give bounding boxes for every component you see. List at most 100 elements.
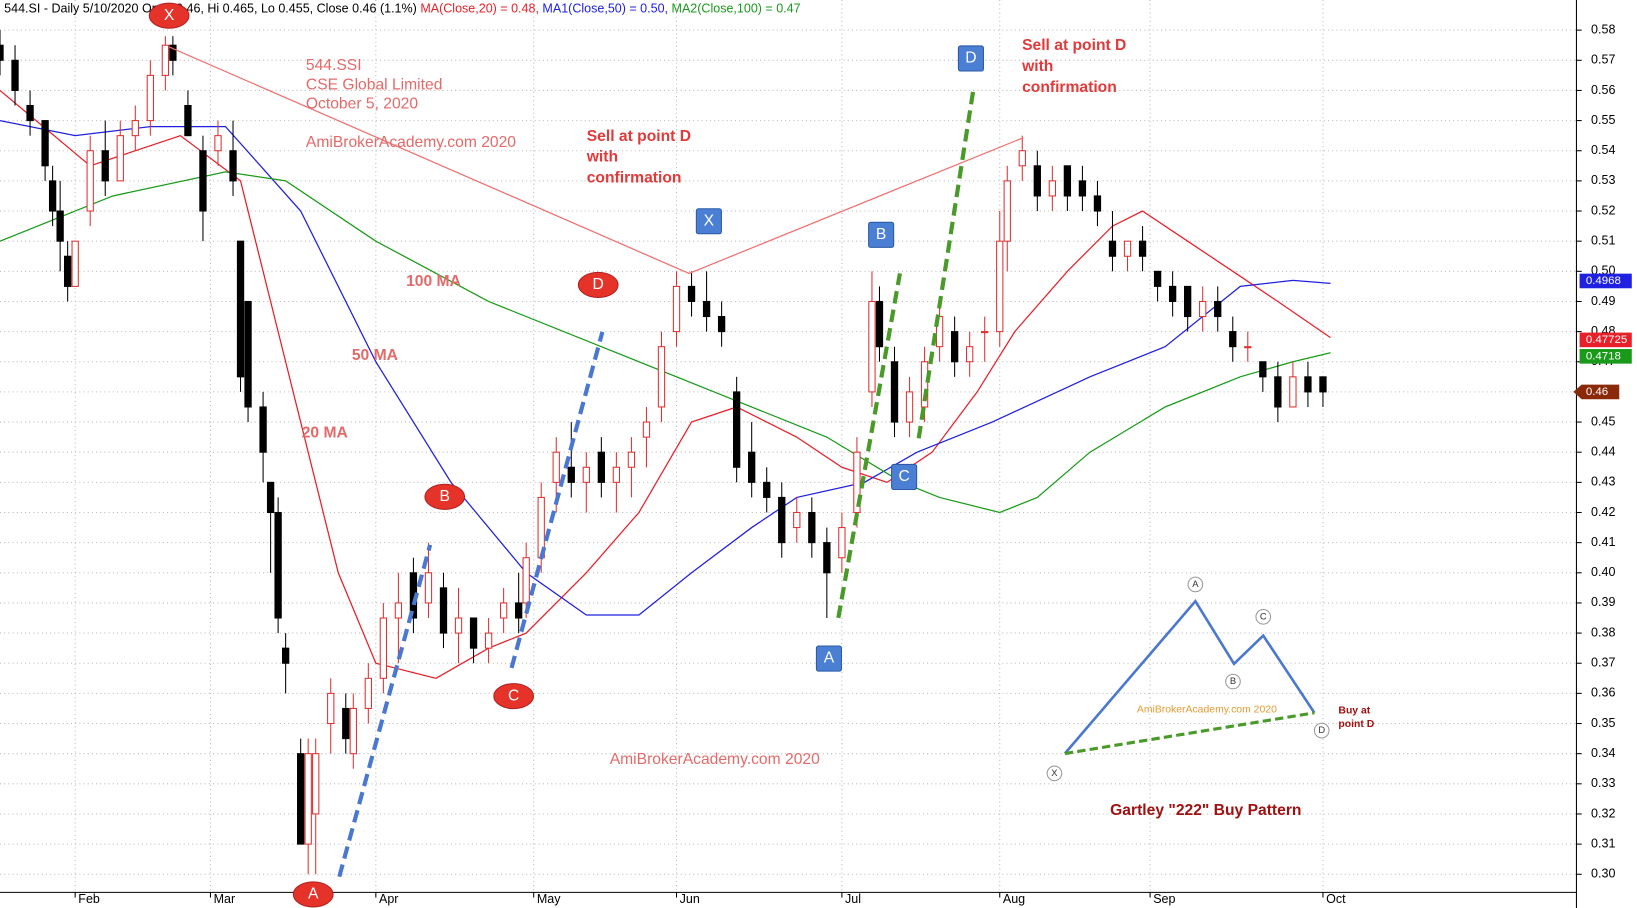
candle-body [1063,165,1072,197]
candle-body [838,527,846,559]
header-ma20: MA(Close,20) = 0.48, [420,2,539,16]
candle-body [63,255,72,287]
candle-body [522,557,530,604]
inset-watermark: AmiBrokerAcademy.com 2020 [1137,704,1277,715]
candle-body [297,753,305,845]
annotation: confirmation [1022,79,1117,96]
annotations: 544.SSI CSE Global Limited October 5, 2020… [148,2,1375,908]
last-value-label: 0.4968 [1586,275,1621,287]
candle-body [484,632,493,649]
y-tick-label: 0.43 [1591,475,1615,489]
candle-body [1214,300,1222,318]
trend-dash [337,544,433,878]
point-marker [424,483,466,510]
candle-body [394,602,403,619]
candle-body [627,451,636,468]
y-tick-label: 0.37 [1591,656,1615,670]
y-tick-label: 0.49 [1591,294,1615,308]
annotation: CSE Global Limited [306,77,443,94]
y-tick-label: 0.44 [1591,445,1615,459]
candle-body [469,617,478,649]
point-marker [815,645,842,672]
candle-body [116,135,124,182]
candle-body [702,300,711,318]
candle-body [612,466,621,483]
candle-body [184,104,192,137]
annotation: AmiBrokerAcademy.com 2020 [610,751,820,768]
x-tick-label: Oct [1326,892,1346,906]
candle-body [905,391,914,423]
point-marker [493,683,535,710]
candle-body [379,617,388,679]
candle-body [236,240,245,378]
candle-body [672,285,681,333]
point-label: C [508,687,519,704]
y-tick-label: 0.40 [1591,565,1615,579]
candle-body [868,300,876,393]
candle-body [1304,376,1312,393]
point-label: B [876,226,886,243]
grid [0,0,1582,898]
inset-point-label: B [1230,675,1236,686]
candle-body [11,59,19,91]
candle-body [996,240,1004,333]
y-tick-label: 0.53 [1591,173,1615,187]
candle-body [1123,240,1132,257]
candle-body [748,451,756,483]
y-tick-label: 0.39 [1591,595,1615,609]
annotation: 50 MA [352,347,398,364]
candle-body [582,466,590,483]
candle-body [875,300,884,348]
x-tick-label: Sep [1153,892,1175,906]
inset-point-label: D [1318,724,1325,735]
candle-body [1199,300,1207,318]
candle-body [1093,195,1102,212]
point-marker [577,271,619,298]
header-ma50: MA1(Close,50) = 0.50, [542,2,668,16]
trend-dash [916,91,976,439]
candle-body [214,135,222,152]
candle-body [199,150,207,212]
candle-body [146,74,154,122]
candle-body [1244,346,1252,349]
candle-body [101,150,109,182]
candle-body [274,511,282,619]
candle-body [1108,240,1117,257]
point-marker [891,463,918,491]
y-tick-label: 0.57 [1591,53,1615,67]
x-tick-label: Aug [1003,892,1025,906]
y-tick-label: 0.42 [1591,505,1615,519]
last-value-tag [1579,273,1632,289]
annotation: 20 MA [302,424,348,441]
candle-body [853,451,861,514]
candle-body [1138,240,1147,257]
close-tag-label: 0.46 [1586,386,1608,398]
y-tick-label: 0.34 [1591,746,1615,760]
candle-body [169,44,177,61]
y-tick-label: 0.30 [1591,867,1615,881]
inset-note: point D [1338,719,1374,730]
point-label: A [308,886,319,903]
inset-point [1313,722,1330,739]
point-label: X [164,7,175,24]
candle-body [327,692,335,725]
candle-body [1033,165,1041,197]
candle-body [966,346,974,363]
y-tick-label: 0.38 [1591,625,1615,639]
point-label: B [440,488,450,505]
x-tick-label: Jun [680,892,700,906]
candle-body [312,753,320,815]
candle-body [364,677,372,709]
inset-point-label: C [1260,610,1267,621]
x-tick-label: Mar [214,892,236,906]
candle-body [1153,270,1162,287]
candle-body [1259,361,1267,378]
annotation: October 5, 2020 [306,96,418,113]
annotation: 100 MA [406,273,461,290]
candle-body [161,44,170,76]
point-marker [148,2,190,29]
candle-body [439,587,448,634]
candle-body [717,316,726,333]
